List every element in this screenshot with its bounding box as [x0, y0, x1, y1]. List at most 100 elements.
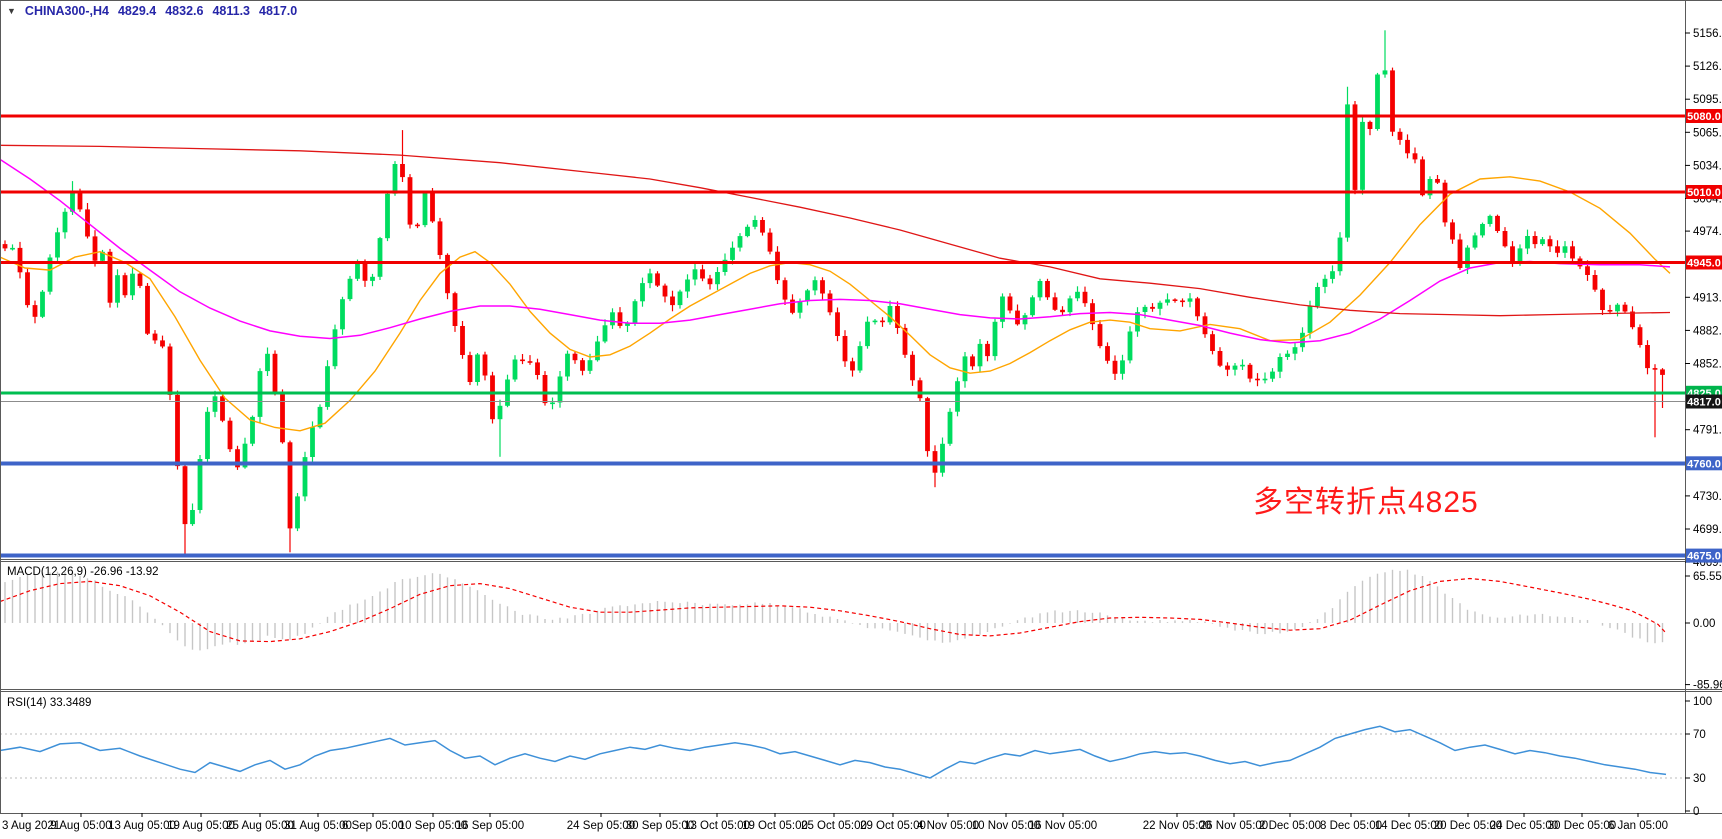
candle-body	[835, 312, 840, 336]
candle-body	[377, 238, 383, 277]
candle-body	[565, 353, 570, 377]
candle-body	[1525, 236, 1530, 249]
price-level-badge	[1686, 109, 1722, 123]
annotation-text[interactable]: 多空转折点4825	[1253, 486, 1479, 519]
candle-body	[1210, 334, 1215, 351]
price-level-badge	[1686, 185, 1722, 199]
candle-body	[1007, 296, 1013, 311]
candle-body	[917, 380, 923, 399]
candle-body	[55, 232, 60, 258]
ma-slow-red-line	[0, 144, 1671, 317]
candle-body	[1142, 306, 1148, 312]
candle-body	[557, 376, 563, 403]
candle-body	[1510, 246, 1515, 262]
rsi-tick-label: 100	[1693, 696, 1712, 708]
candle-body	[535, 362, 540, 375]
candle-body	[1352, 104, 1358, 190]
chart-expander-icon[interactable]: ▼	[7, 6, 16, 16]
macd-tick-label: -85.96	[1693, 680, 1722, 692]
candle-body	[107, 251, 113, 303]
price-level-badge	[1686, 255, 1722, 270]
candle-body	[895, 306, 900, 328]
candle-body	[1600, 289, 1605, 310]
candle-body	[287, 442, 293, 529]
price-tick-label: 4730.0	[1693, 491, 1722, 503]
time-tick-label: 4 Nov 05:00	[917, 820, 979, 832]
candle-body	[947, 411, 953, 444]
candle-body	[1097, 324, 1103, 347]
candle-body	[617, 312, 623, 326]
candle-body	[1112, 360, 1118, 374]
candle-body	[737, 236, 743, 248]
candle-body	[1465, 247, 1470, 268]
candle-body	[137, 273, 143, 286]
candle-body	[977, 343, 983, 367]
time-tick-label: 25 Oct 05:00	[801, 820, 867, 832]
candle-body	[985, 343, 990, 357]
candle-body	[1292, 347, 1298, 354]
candle-body	[1075, 291, 1080, 299]
candle-body	[115, 275, 120, 303]
candle-body	[1172, 299, 1178, 301]
candle-body	[1277, 357, 1283, 372]
macd-panel	[0, 569, 1667, 651]
macd-tick-label: 65.55	[1693, 571, 1722, 583]
candle-body	[1247, 364, 1253, 379]
candle-body	[220, 396, 225, 421]
candle-body	[1015, 310, 1020, 325]
candle-body	[302, 457, 308, 497]
candle-body	[1442, 182, 1448, 223]
price-tick-label: 5156.5	[1693, 28, 1722, 40]
candle-body	[310, 427, 315, 457]
candle-body	[1472, 235, 1478, 248]
candle-body	[752, 220, 758, 227]
candle-body	[940, 443, 945, 473]
candle-body	[332, 329, 338, 367]
candle-body	[1150, 306, 1155, 309]
symbol-timeframe-label: CHINA300-,H4	[24, 4, 109, 18]
candle-body	[62, 211, 68, 233]
candle-body	[632, 301, 638, 323]
candle-body	[400, 164, 405, 178]
price-axis[interactable]: 5156.55126.05095.55065.05034.55004.04974…	[1685, 28, 1722, 818]
candle-body	[1187, 298, 1193, 302]
candle-body	[812, 280, 818, 291]
candle-body	[1435, 179, 1440, 183]
time-tick-label: 10 Nov 05:00	[972, 820, 1040, 832]
candle-body	[250, 416, 255, 444]
candle-body	[842, 336, 848, 362]
candle-body	[205, 411, 210, 459]
candle-body	[1000, 296, 1005, 322]
candle-body	[1045, 281, 1050, 298]
candle-body	[910, 354, 915, 381]
candle-body	[1630, 311, 1635, 328]
candle-body	[325, 366, 330, 407]
candle-body	[1195, 298, 1200, 317]
candle-body	[317, 406, 323, 428]
candle-body	[1180, 300, 1185, 303]
quote-open-value: 4829.4	[117, 4, 157, 18]
candle-body	[1480, 224, 1485, 236]
candle-body	[865, 321, 870, 347]
candle-body	[40, 291, 45, 317]
candle-body	[1322, 278, 1328, 287]
candle-body	[595, 341, 600, 361]
candle-body	[242, 443, 248, 468]
macd-indicator-label: MACD(12,26,9) -26.96 -13.92	[7, 566, 159, 578]
candle-body	[662, 285, 668, 297]
candle-body	[1157, 302, 1163, 309]
candle-body	[190, 510, 195, 525]
price-badge-label: 4675.0	[1687, 551, 1721, 563]
candle-body	[17, 247, 23, 273]
candle-body	[1225, 365, 1230, 370]
candle-body	[460, 326, 465, 355]
candle-body	[1502, 231, 1508, 247]
candle-body	[70, 193, 75, 212]
candle-body	[647, 273, 653, 284]
candle-body	[182, 466, 188, 525]
candle-body	[77, 193, 83, 210]
candle-body	[670, 296, 675, 306]
